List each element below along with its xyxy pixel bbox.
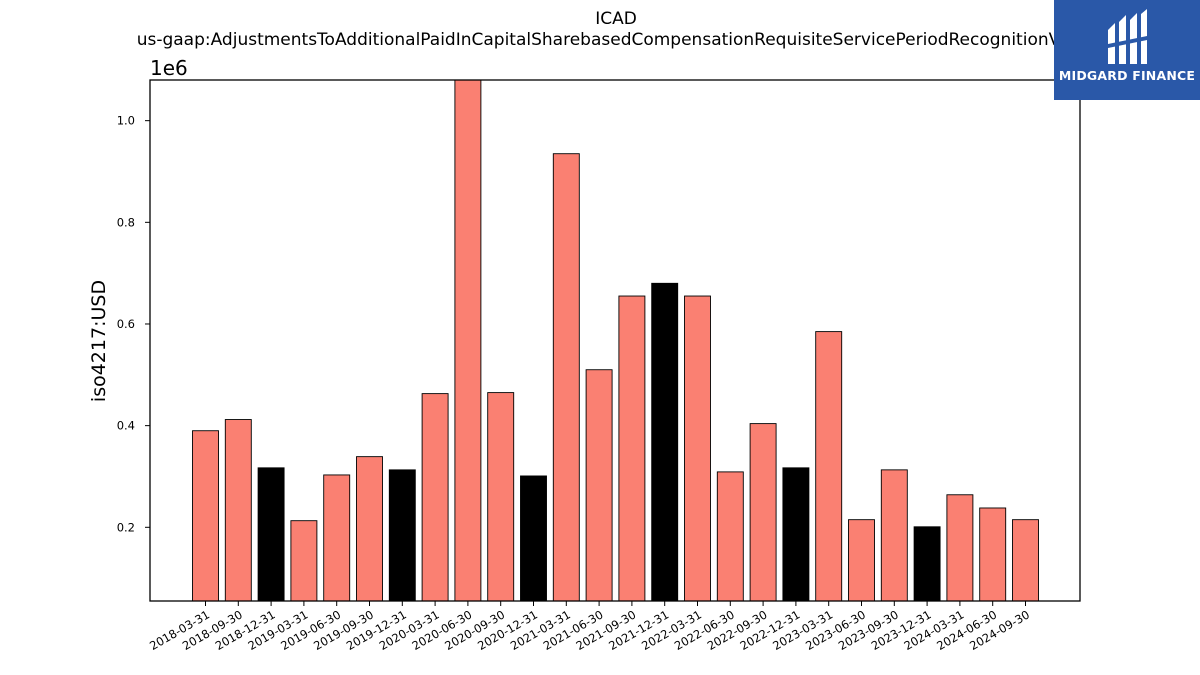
midgard-finance-logo: MIDGARD FINANCE (1054, 0, 1200, 100)
bar (946, 494, 974, 602)
x-axis: 2018-03-312018-09-302018-12-312019-03-31… (147, 601, 1032, 653)
y-tick-label: 0.4 (117, 419, 135, 433)
bar (290, 520, 318, 602)
y-offset-text: 1e6 (150, 56, 188, 80)
bar (782, 467, 810, 602)
bar (356, 456, 383, 602)
bar (815, 331, 843, 602)
logo-mark-icon (1108, 9, 1147, 64)
bar (1012, 519, 1039, 602)
bar (487, 392, 515, 602)
bar (388, 469, 416, 602)
chart-title: ICAD (595, 9, 637, 29)
bar (684, 295, 711, 602)
bar (618, 295, 646, 602)
bar (651, 282, 679, 602)
bar (848, 519, 875, 602)
y-tick-label: 0.6 (117, 317, 135, 331)
y-tick-label: 0.2 (117, 520, 135, 534)
y-axis-label: iso4217:USD (88, 280, 110, 402)
bar (585, 369, 613, 602)
plot-frame (149, 79, 1081, 602)
y-tick-label: 1.0 (117, 114, 135, 128)
bars-layer (192, 79, 1039, 602)
bar (520, 475, 547, 602)
bar (257, 467, 285, 602)
bar (749, 423, 777, 602)
y-axis: 0.2 0.4 0.6 0.8 1.0 (117, 114, 150, 534)
bar (979, 507, 1007, 602)
chart-subtitle: us-gaap:AdjustmentsToAdditionalPaidInCap… (136, 30, 1096, 50)
bar (716, 471, 744, 602)
bar (552, 153, 580, 602)
bar (454, 79, 482, 602)
logo-text: MIDGARD FINANCE (1058, 68, 1196, 83)
bar (880, 469, 908, 602)
bar (421, 393, 449, 602)
bar (913, 526, 941, 602)
bar (224, 419, 252, 602)
bar (192, 430, 219, 602)
y-tick-label: 0.8 (117, 215, 135, 229)
bar (323, 474, 351, 602)
